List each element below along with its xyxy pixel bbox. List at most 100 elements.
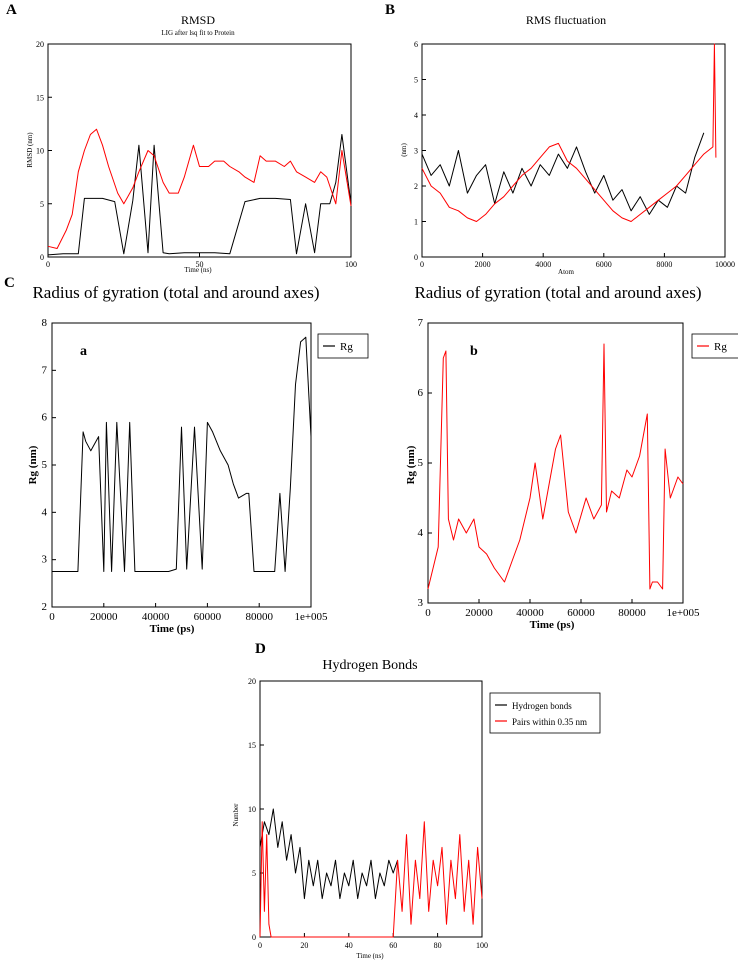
chart-c-b-title: Radius of gyration (total and around axe… xyxy=(414,283,701,302)
x-tick-label: 4000 xyxy=(535,260,551,269)
chart-frame xyxy=(421,43,726,258)
panel-letter-d: D xyxy=(255,641,266,657)
series-line-1 xyxy=(259,821,483,938)
x-tick-label: 1e+005 xyxy=(294,611,328,623)
series-line-1 xyxy=(47,128,352,249)
y-tick-label: 5 xyxy=(418,457,424,469)
y-tick-label: 1 xyxy=(414,218,418,227)
legend: Rg xyxy=(691,333,738,359)
legend-label: Rg xyxy=(714,341,727,353)
y-tick-label: 3 xyxy=(42,554,48,566)
chart-d-hbonds: Hydrogen Bonds Time (ns) Number 0 20 40 60 8… xyxy=(232,658,601,960)
panel-letter-b: B xyxy=(385,2,395,18)
y-tick-label: 3 xyxy=(414,147,418,156)
chart-frame xyxy=(427,322,684,604)
chart-b-title: RMS fluctuation xyxy=(526,13,606,27)
panel-letter-c: C xyxy=(4,275,15,291)
y-tick-label: 4 xyxy=(418,527,424,539)
y-tick-label: 15 xyxy=(248,741,256,750)
y-tick-label: 5 xyxy=(252,869,256,878)
y-tick-label: 6 xyxy=(42,412,48,424)
chart-c-a-ylabel: Rg (nm) xyxy=(27,445,39,484)
x-tick-label: 0 xyxy=(258,941,262,950)
x-tick-label: 100 xyxy=(345,260,357,269)
legend-label: Pairs within 0.35 nm xyxy=(512,717,587,727)
legend-label: Hydrogen bonds xyxy=(512,701,572,711)
x-tick-label: 60000 xyxy=(567,607,595,619)
x-tick-label: 80000 xyxy=(618,607,646,619)
y-tick-label: 0 xyxy=(40,253,44,262)
x-tick-label: 6000 xyxy=(596,260,612,269)
x-tick-label: 20000 xyxy=(465,607,493,619)
x-tick-label: 8000 xyxy=(656,260,672,269)
y-tick-label: 15 xyxy=(36,93,44,102)
x-tick-label: 80000 xyxy=(245,611,273,623)
legend: Hydrogen bonds Pairs within 0.35 nm xyxy=(489,692,601,734)
series-line-1 xyxy=(421,43,717,222)
x-tick-label: 1e+005 xyxy=(666,607,700,619)
legend-label: Rg xyxy=(340,341,353,353)
chart-b-rmsf: RMS fluctuation Atom (nm) 0 2000 4000 6000 8… xyxy=(400,13,735,276)
series-line-0 xyxy=(427,343,684,590)
y-tick-label: 5 xyxy=(414,76,418,85)
y-tick-label: 5 xyxy=(40,200,44,209)
chart-c-b-annotation: b xyxy=(470,344,478,359)
x-tick-label: 20000 xyxy=(90,611,118,623)
y-tick-label: 6 xyxy=(418,387,424,399)
chart-d-title: Hydrogen Bonds xyxy=(322,658,417,673)
panel-letter-a: A xyxy=(6,2,17,18)
y-tick-label: 3 xyxy=(418,597,424,609)
chart-c-b-ylabel: Rg (nm) xyxy=(405,445,417,484)
x-tick-label: 2000 xyxy=(475,260,491,269)
x-tick-label: 40 xyxy=(345,941,353,950)
y-tick-label: 2 xyxy=(42,601,48,613)
chart-b-xlabel: Atom xyxy=(558,268,575,276)
x-tick-label: 50 xyxy=(196,260,204,269)
x-tick-label: 100 xyxy=(476,941,488,950)
chart-b-ylabel: (nm) xyxy=(400,143,408,157)
y-tick-label: 0 xyxy=(252,933,256,942)
chart-c-a-xlabel: Time (ps) xyxy=(150,623,195,635)
chart-a-title: RMSD xyxy=(181,13,215,27)
y-tick-label: 4 xyxy=(414,111,418,120)
x-tick-label: 0 xyxy=(420,260,424,269)
y-tick-label: 10 xyxy=(36,147,44,156)
x-tick-label: 20 xyxy=(300,941,308,950)
chart-frame xyxy=(51,322,312,608)
series-line-0 xyxy=(421,132,705,215)
series-line-0 xyxy=(47,134,352,256)
y-tick-label: 6 xyxy=(414,40,418,49)
x-tick-label: 0 xyxy=(46,260,50,269)
chart-d-xlabel: Time (ns) xyxy=(356,952,384,960)
chart-a-rmsd: RMSD LIG after lsq fit to Protein Time (… xyxy=(26,13,357,274)
y-tick-label: 4 xyxy=(42,506,48,518)
x-tick-label: 80 xyxy=(434,941,442,950)
x-tick-label: 60 xyxy=(389,941,397,950)
series-line-0 xyxy=(259,808,399,900)
y-tick-label: 20 xyxy=(36,40,44,49)
y-tick-label: 7 xyxy=(418,317,424,329)
y-tick-label: 2 xyxy=(414,182,418,191)
chart-frame xyxy=(47,43,352,258)
y-tick-label: 8 xyxy=(42,317,48,329)
y-tick-label: 5 xyxy=(42,459,48,471)
chart-d-ylabel: Number xyxy=(232,803,240,827)
y-tick-label: 7 xyxy=(42,364,48,376)
legend: Rg xyxy=(317,333,369,359)
chart-c-a-annotation: a xyxy=(80,344,87,359)
x-tick-label: 0 xyxy=(425,607,431,619)
y-tick-label: 20 xyxy=(248,677,256,686)
x-tick-label: 40000 xyxy=(142,611,170,623)
x-tick-label: 0 xyxy=(49,611,55,623)
chart-c-a-rg: Radius of gyration (total and around axe… xyxy=(27,283,369,635)
chart-c-a-title: Radius of gyration (total and around axe… xyxy=(32,283,319,302)
chart-c-b-rg: Radius of gyration (total and around axe… xyxy=(405,283,738,631)
x-tick-label: 60000 xyxy=(194,611,222,623)
chart-c-b-xlabel: Time (ps) xyxy=(530,619,575,631)
y-tick-label: 10 xyxy=(248,805,256,814)
x-tick-label: 40000 xyxy=(516,607,544,619)
series-line-0 xyxy=(52,336,312,572)
chart-a-subtitle: LIG after lsq fit to Protein xyxy=(161,29,235,37)
chart-a-ylabel: RMSD (nm) xyxy=(26,132,34,168)
